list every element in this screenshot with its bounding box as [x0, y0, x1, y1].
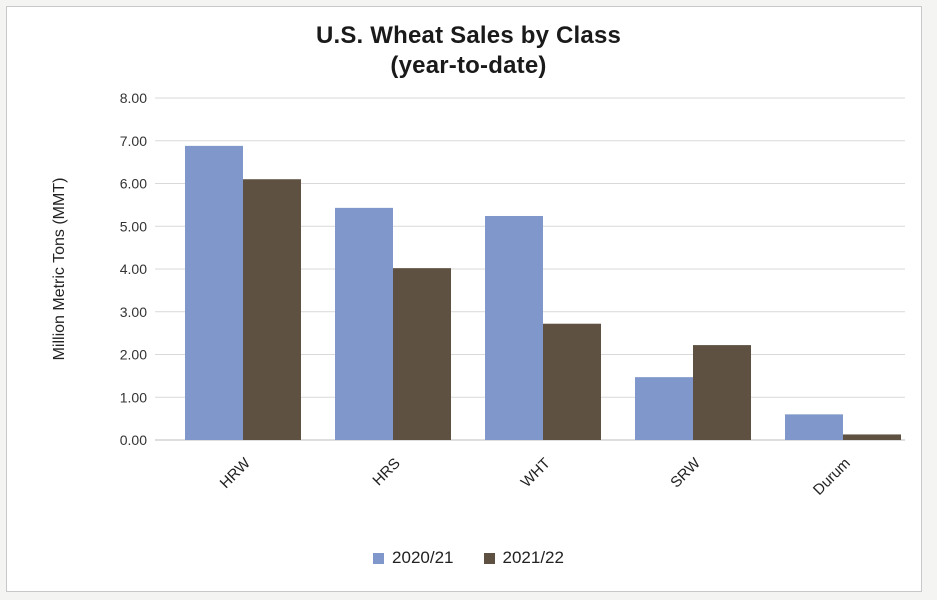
x-tick-label: HRW — [217, 454, 255, 492]
x-tick-label: SRW — [667, 454, 704, 491]
y-axis-label: Million Metric Tons (MMT) — [51, 178, 68, 361]
legend-label: 2020/21 — [392, 548, 453, 568]
bar-durum-2020-21 — [785, 414, 843, 440]
y-tick-label: 0.00 — [120, 432, 147, 448]
y-tick-label: 4.00 — [120, 261, 147, 277]
y-tick-label: 8.00 — [120, 90, 147, 106]
bar-hrs-2021-22 — [393, 268, 451, 440]
legend-item: 2020/21 — [373, 548, 453, 568]
bar-hrs-2020-21 — [335, 208, 393, 440]
bar-wht-2020-21 — [485, 216, 543, 440]
chart-legend: 2020/21 2021/22 — [0, 548, 937, 568]
x-tick-label: WHT — [518, 455, 554, 491]
bar-durum-2021-22 — [843, 434, 901, 440]
y-tick-label: 2.00 — [120, 347, 147, 363]
bar-hrw-2021-22 — [243, 179, 301, 440]
legend-swatch — [373, 553, 384, 564]
bar-wht-2021-22 — [543, 324, 601, 440]
bar-srw-2021-22 — [693, 345, 751, 440]
y-tick-label: 7.00 — [120, 133, 147, 149]
y-tick-label: 5.00 — [120, 218, 147, 234]
legend-swatch — [484, 553, 495, 564]
legend-item: 2021/22 — [484, 548, 564, 568]
bar-srw-2020-21 — [635, 377, 693, 440]
legend-label: 2021/22 — [503, 548, 564, 568]
y-tick-label: 3.00 — [120, 304, 147, 320]
y-tick-label: 1.00 — [120, 389, 147, 405]
x-tick-label: HRS — [369, 455, 403, 489]
bar-hrw-2020-21 — [185, 146, 243, 440]
y-tick-label: 6.00 — [120, 176, 147, 192]
x-tick-label: Durum — [810, 455, 854, 499]
